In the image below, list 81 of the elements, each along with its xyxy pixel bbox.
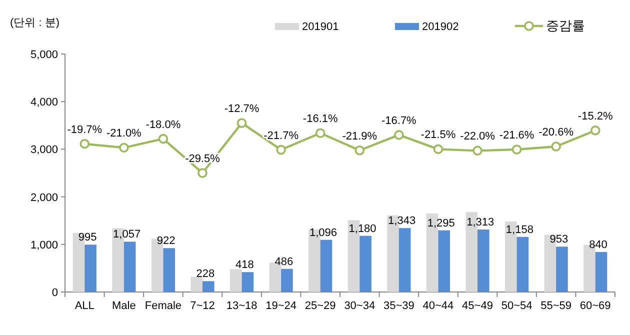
point xyxy=(198,168,208,178)
point xyxy=(236,118,247,128)
point xyxy=(512,144,522,154)
x-tick-label: 50~54 xyxy=(501,300,532,312)
point xyxy=(590,126,600,136)
bar xyxy=(242,272,254,292)
y-tick-label: 5,000 xyxy=(30,49,58,61)
data-label: -22.0% xyxy=(460,130,496,143)
legend-label: 증감률 xyxy=(546,18,585,33)
data-label: 1,343 xyxy=(388,215,416,228)
y-tick-label: 4,000 xyxy=(30,96,58,109)
data-label: -16.7% xyxy=(382,114,417,127)
data-label: -19.7% xyxy=(67,124,102,136)
x-tick-label: 13~18 xyxy=(226,300,258,312)
data-label: 840 xyxy=(589,239,608,252)
data-label: -15.2% xyxy=(578,110,613,122)
bar xyxy=(556,246,568,292)
legend-label: 201902 xyxy=(422,21,459,33)
text: (단위 : 분) xyxy=(10,17,60,29)
y-tick-label: 1,000 xyxy=(30,239,58,252)
data-label: -21.5% xyxy=(420,129,456,142)
point xyxy=(394,130,404,140)
point xyxy=(158,134,168,144)
data-label: 418 xyxy=(236,259,254,272)
data-label: -16.1% xyxy=(302,113,338,126)
bar xyxy=(516,236,529,292)
bar xyxy=(478,230,490,292)
bar xyxy=(163,248,175,292)
bar xyxy=(595,252,608,292)
bar xyxy=(84,244,96,292)
point xyxy=(276,144,286,155)
x-tick-label: 7~12 xyxy=(190,300,215,312)
y-tick-label: 2,000 xyxy=(30,192,58,204)
x-tick-label: ALL xyxy=(74,300,94,312)
bar xyxy=(360,236,372,292)
data-label: -21.0% xyxy=(106,128,142,140)
data-label: -20.6% xyxy=(538,126,574,139)
data-label: 953 xyxy=(550,234,568,246)
bar xyxy=(398,228,411,292)
bar xyxy=(202,281,214,292)
point xyxy=(472,146,482,156)
x-tick-label: 35~39 xyxy=(383,300,414,312)
bar xyxy=(124,242,136,292)
bar xyxy=(320,240,332,292)
data-label: 1,158 xyxy=(506,224,534,236)
point xyxy=(354,145,365,156)
data-label: 1,057 xyxy=(113,228,141,241)
data-label: -12.7% xyxy=(224,103,260,116)
data-label: 228 xyxy=(196,268,215,280)
data-label: -21.9% xyxy=(342,130,378,142)
x-tick-label: Female xyxy=(144,300,182,312)
x-tick-label: 55~59 xyxy=(540,300,572,312)
x-tick-label: 19~24 xyxy=(266,300,297,312)
data-label: 1,096 xyxy=(309,226,338,239)
y-tick-label: 3,000 xyxy=(30,144,58,156)
data-label: 995 xyxy=(78,232,97,244)
point xyxy=(119,142,129,153)
data-label: -21.7% xyxy=(264,130,299,142)
data-label: 1,295 xyxy=(427,217,455,230)
point xyxy=(551,142,561,152)
point xyxy=(433,144,444,154)
point xyxy=(315,128,326,138)
data-label: 1,313 xyxy=(466,216,494,228)
bar xyxy=(190,276,202,292)
data-label: -18.0% xyxy=(146,118,181,131)
bar xyxy=(281,268,293,292)
data-label: 486 xyxy=(274,256,294,268)
point xyxy=(80,138,90,149)
data-label: 922 xyxy=(156,235,176,248)
data-label: -21.6% xyxy=(499,129,534,142)
legend-label: 201901 xyxy=(302,21,339,33)
data-label: 1,180 xyxy=(348,222,376,235)
x-tick-label: 60~69 xyxy=(580,300,611,312)
x-tick-label: 25~29 xyxy=(304,300,336,312)
bar xyxy=(230,269,242,292)
x-tick-label: Male xyxy=(112,300,136,312)
x-tick-label: 30~34 xyxy=(344,300,376,312)
x-tick-label: 45~49 xyxy=(462,300,493,312)
bar xyxy=(438,230,450,292)
x-tick-label: 40~44 xyxy=(422,300,454,312)
y-tick-label: 0 xyxy=(52,287,58,299)
